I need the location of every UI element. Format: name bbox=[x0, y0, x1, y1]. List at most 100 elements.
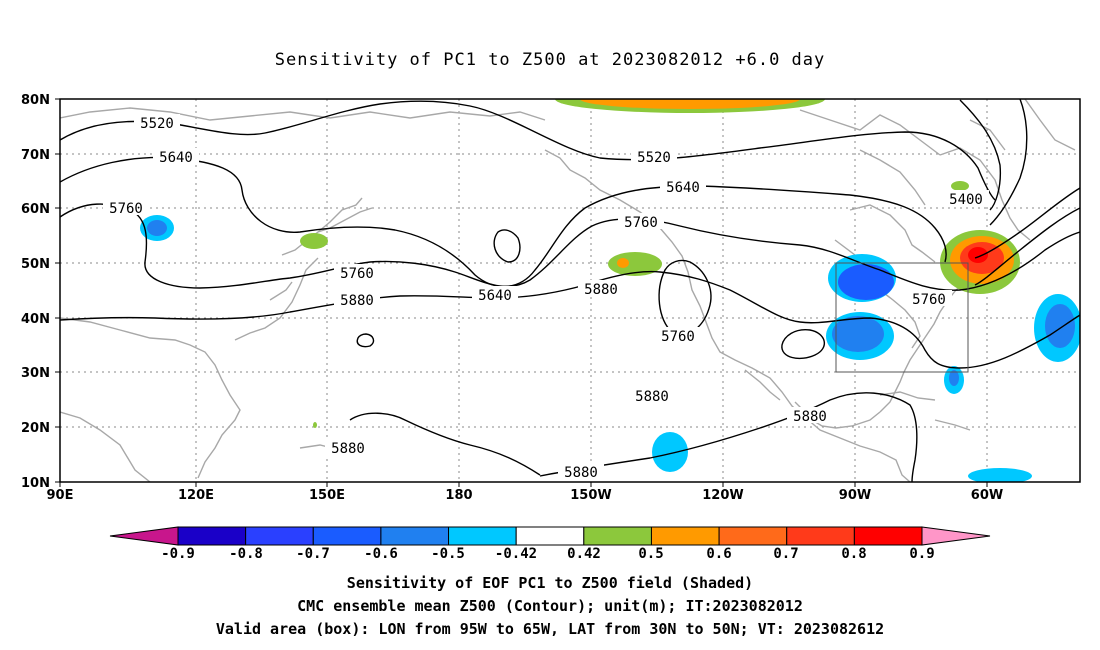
blob-pacific-green bbox=[608, 252, 662, 276]
colorbar-cell bbox=[515, 526, 585, 546]
colorbar: -0.9 -0.8 -0.7 -0.6 -0.5 -0.42 0.42 0.5 … bbox=[109, 526, 991, 562]
colorbar-cell bbox=[786, 526, 855, 546]
lon-label: 90W bbox=[839, 488, 871, 503]
z500-contours bbox=[60, 99, 1080, 482]
plot-frame bbox=[59, 98, 1081, 483]
colorbar-label: 0.9 bbox=[909, 546, 934, 562]
contour-label: 5640 bbox=[666, 180, 700, 196]
contour-label: 5880 bbox=[564, 465, 598, 481]
lat-label: 80N bbox=[21, 93, 50, 108]
blob-tropical-blue bbox=[652, 432, 688, 472]
colorbar-cell bbox=[718, 526, 788, 546]
lon-label: 120E bbox=[178, 488, 214, 503]
contour-5400 bbox=[959, 99, 1002, 211]
contour-label: 5760 bbox=[340, 266, 374, 282]
contour-5520b bbox=[989, 99, 1028, 226]
lon-label: 120W bbox=[702, 488, 743, 503]
coastlines bbox=[60, 99, 1076, 482]
lat-label: 40N bbox=[21, 312, 50, 327]
contour-label: 5760 bbox=[624, 215, 658, 231]
colorbar-label: -0.5 bbox=[431, 546, 465, 562]
colorbar-label: -0.8 bbox=[229, 546, 263, 562]
contour-label: 5880 bbox=[340, 293, 374, 309]
blob-japan-green bbox=[300, 233, 328, 249]
colorbar-cell bbox=[448, 526, 517, 546]
valid-area-box bbox=[835, 262, 969, 373]
colorbar-cells bbox=[177, 526, 923, 546]
lon-labels: 90E 120E 150E 180 150W 120W 90W 60W bbox=[47, 488, 1004, 503]
lat-label: 30N bbox=[21, 366, 50, 381]
contour-5880-small-b bbox=[781, 329, 825, 360]
colorbar-cell bbox=[312, 526, 382, 546]
lon-label: 180 bbox=[445, 488, 472, 503]
contour-label: 5520 bbox=[140, 116, 174, 132]
colorbar-label: 0.42 bbox=[567, 546, 601, 562]
lat-label: 10N bbox=[21, 476, 50, 491]
contour-5880 bbox=[60, 270, 1080, 369]
contour-label: 5880 bbox=[584, 282, 618, 298]
contour-label: 5880 bbox=[635, 389, 669, 405]
colorbar-label: 0.8 bbox=[841, 546, 866, 562]
lat-label: 70N bbox=[21, 148, 50, 163]
colorbar-cell bbox=[380, 526, 450, 546]
contour-label: 5760 bbox=[661, 329, 695, 345]
colorbar-label: -0.9 bbox=[161, 546, 195, 562]
caption-contour: CMC ensemble mean Z500 (Contour); unit(m… bbox=[297, 597, 803, 615]
contour-5760-low bbox=[658, 259, 712, 335]
contour-5640b bbox=[974, 187, 1080, 259]
contour-5760a bbox=[60, 203, 1080, 291]
colorbar-cell bbox=[245, 526, 314, 546]
contour-5640 bbox=[60, 156, 947, 288]
lon-label: 150E bbox=[309, 488, 345, 503]
contour-5880b bbox=[349, 412, 541, 476]
caption-valid-area: Valid area (box): LON from 95W to 65W, L… bbox=[215, 620, 885, 638]
map-title: Sensitivity of PC1 to Z500 at 2023082012… bbox=[274, 50, 826, 70]
contour-5520 bbox=[60, 100, 996, 201]
contour-label: 5520 bbox=[637, 150, 671, 166]
blob-pacific-orange bbox=[617, 258, 629, 268]
lon-label: 90E bbox=[47, 488, 74, 503]
colorbar-labels: -0.9 -0.8 -0.7 -0.6 -0.5 -0.42 0.42 0.5 … bbox=[161, 546, 935, 562]
colorbar-label: 0.5 bbox=[638, 546, 663, 562]
colorbar-high-end bbox=[921, 526, 991, 546]
contour-label: 5640 bbox=[159, 150, 193, 166]
contour-label: 5760 bbox=[912, 292, 946, 308]
colorbar-label: -0.7 bbox=[296, 546, 330, 562]
gridlines bbox=[60, 99, 1080, 482]
blob-asia-blue-inner bbox=[147, 220, 167, 236]
colorbar-cell bbox=[853, 526, 923, 546]
contour-5880-small-a bbox=[356, 333, 375, 348]
blob-bermuda-dark bbox=[949, 370, 959, 386]
contour-label: 5880 bbox=[331, 441, 365, 457]
contour-label: 5400 bbox=[949, 192, 983, 208]
tick-marks bbox=[55, 98, 988, 487]
contour-5760b bbox=[974, 207, 1080, 286]
lat-label: 50N bbox=[21, 257, 50, 272]
contour-label: 5760 bbox=[109, 201, 143, 217]
lat-labels: 80N 70N 60N 50N 40N 30N 20N 10N bbox=[21, 93, 50, 491]
colorbar-low-end bbox=[109, 526, 179, 546]
colorbar-label: -0.6 bbox=[364, 546, 398, 562]
colorbar-cell bbox=[177, 526, 247, 546]
blob-atlantic-core bbox=[968, 247, 988, 263]
contour-labels: 5520 5640 5760 5520 5640 5760 5760 5880 … bbox=[103, 114, 989, 481]
colorbar-label: 0.7 bbox=[773, 546, 798, 562]
contour-label: 5640 bbox=[478, 288, 512, 304]
colorbar-label: 0.6 bbox=[706, 546, 731, 562]
blob-small-green bbox=[313, 422, 317, 428]
lon-label: 60W bbox=[971, 488, 1003, 503]
contour-5880c bbox=[539, 392, 918, 482]
lat-label: 20N bbox=[21, 421, 50, 436]
colorbar-label: -0.42 bbox=[495, 546, 537, 562]
colorbar-cell bbox=[650, 526, 720, 546]
lat-label: 60N bbox=[21, 202, 50, 217]
contour-5640-low bbox=[493, 229, 521, 263]
contour-label: 5880 bbox=[793, 409, 827, 425]
blob-south-atl-blue bbox=[968, 468, 1032, 482]
lon-label: 150W bbox=[570, 488, 611, 503]
colorbar-cell bbox=[583, 526, 652, 546]
caption-shaded: Sensitivity of EOF PC1 to Z500 field (Sh… bbox=[346, 574, 754, 592]
blob-arctic-orange bbox=[580, 99, 800, 109]
blob-us-south-dark bbox=[832, 316, 884, 352]
